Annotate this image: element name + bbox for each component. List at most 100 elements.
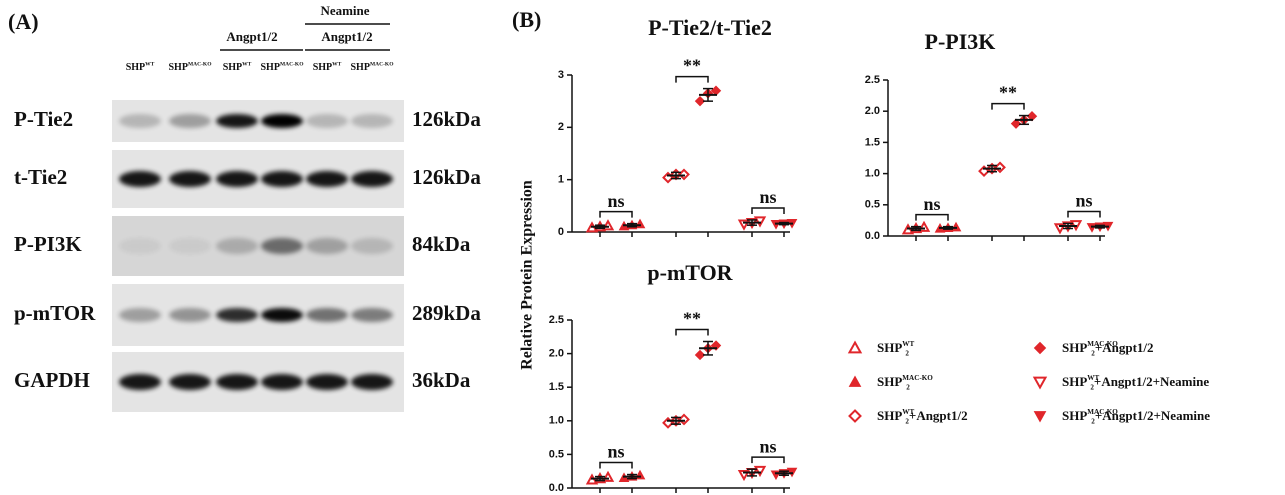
text-suffix: +Angpt1/2+Neamine [1094, 374, 1209, 389]
blot-band [306, 374, 348, 390]
text-sup: MAC-KO [188, 62, 212, 68]
blot-band [216, 374, 258, 390]
text-base: SHP [877, 374, 902, 389]
legend-label: SHPWT2 [877, 339, 914, 357]
group-header: Angpt1/2 [321, 29, 372, 44]
blot-band [119, 374, 161, 390]
blot-band [351, 238, 393, 254]
text-sup: MAC-KO [370, 62, 394, 68]
text-base: SHP [261, 62, 280, 73]
legend-label: SHPMAC-KO2 [877, 373, 933, 391]
blot-band [216, 171, 258, 187]
text-base: SHP [169, 62, 188, 73]
text-base: SHP [1062, 340, 1087, 355]
y-tick-label: 0.5 [865, 199, 880, 211]
blot-band [169, 171, 211, 187]
protein-name: P-Tie2 [14, 107, 73, 131]
data-point [680, 170, 689, 179]
data-point [1035, 343, 1046, 354]
y-tick-label: 1.0 [549, 415, 564, 427]
blot-band [351, 171, 393, 187]
text-sup: MAC-KO [902, 373, 933, 381]
lane-label: SHPMAC-KO [261, 62, 305, 74]
group-header: Neamine [320, 3, 369, 18]
blot-band [261, 238, 303, 254]
data-point [850, 343, 861, 353]
y-tick-label: 3 [558, 69, 564, 81]
significance-bracket [752, 208, 784, 214]
blot-band [169, 308, 211, 322]
blot-band [306, 308, 348, 322]
data-point [1035, 412, 1046, 422]
significance-label: ns [923, 194, 940, 214]
legend-label: SHPMAC-KO2+Angpt1/2 [1062, 339, 1154, 357]
text-sup: WT [902, 339, 914, 347]
protein-size: 126kDa [412, 107, 481, 131]
y-tick-label: 1 [558, 174, 564, 186]
blot-band [119, 238, 161, 254]
blot-band [119, 308, 161, 322]
data-point [756, 217, 765, 225]
blot-band [216, 114, 258, 128]
significance-label: ** [999, 83, 1017, 103]
data-point [1035, 378, 1046, 388]
protein-size: 289kDa [412, 301, 481, 325]
significance-label: ns [759, 187, 776, 207]
significance-label: ns [607, 442, 624, 462]
text-sup: WT [242, 62, 252, 68]
significance-bracket [916, 215, 948, 221]
lane-label: SHPWT [223, 62, 252, 74]
data-point [996, 163, 1005, 172]
blot-band [216, 308, 258, 322]
group-header: Angpt1/2 [226, 29, 277, 44]
chart-title: p-mTOR [647, 260, 733, 285]
panel-label: (B) [512, 7, 541, 32]
y-tick-label: 0.5 [549, 448, 564, 460]
lane-label: SHPMAC-KO [169, 62, 213, 74]
text-sup: WT [145, 62, 155, 68]
significance-bracket [600, 212, 632, 218]
text-base: SHP [126, 62, 145, 73]
significance-label: ns [759, 436, 776, 456]
data-point [712, 86, 721, 95]
y-tick-label: 0 [558, 226, 564, 238]
text-base: SHP [313, 62, 332, 73]
y-tick-label: 1.5 [865, 136, 880, 148]
blot-band [119, 114, 161, 128]
lane-label: SHPWT [126, 62, 155, 74]
blot-band [261, 374, 303, 390]
blot-band [261, 308, 303, 322]
text-base: SHP [877, 340, 902, 355]
y-axis-label: Relative Protein Expression [519, 180, 536, 370]
protein-name: P-PI3K [14, 232, 82, 256]
protein-name: GAPDH [14, 368, 90, 392]
figure: (A) Neamine Angpt1/2 Angpt1/2 (B) Relati… [0, 0, 1285, 495]
text-suffix: +Angpt1/2+Neamine [1095, 408, 1210, 423]
protein-name: t-Tie2 [14, 165, 67, 189]
significance-bracket [752, 457, 784, 463]
significance-bracket [992, 104, 1024, 110]
blot-band [169, 374, 211, 390]
blot-band [306, 238, 348, 254]
significance-label: ** [683, 309, 701, 329]
protein-name: p-mTOR [14, 301, 96, 325]
blot-band [306, 171, 348, 187]
significance-bracket [676, 77, 708, 83]
y-tick-label: 1.0 [865, 168, 880, 180]
blot-band [261, 171, 303, 187]
chart-title: P-Tie2/t-Tie2 [648, 15, 772, 40]
text-base: SHP [1062, 374, 1087, 389]
text-base: SHP [877, 408, 902, 423]
blot-band [216, 238, 258, 254]
protein-size: 84kDa [412, 232, 471, 256]
y-tick-label: 2 [558, 121, 564, 133]
y-tick-label: 0.0 [549, 482, 564, 494]
data-point [664, 418, 673, 427]
data-point [850, 377, 861, 387]
chart-title: P-PI3K [925, 29, 996, 54]
text-base: SHP [351, 62, 370, 73]
y-tick-label: 2.0 [549, 348, 564, 360]
lane-label: SHPMAC-KO [351, 62, 395, 74]
